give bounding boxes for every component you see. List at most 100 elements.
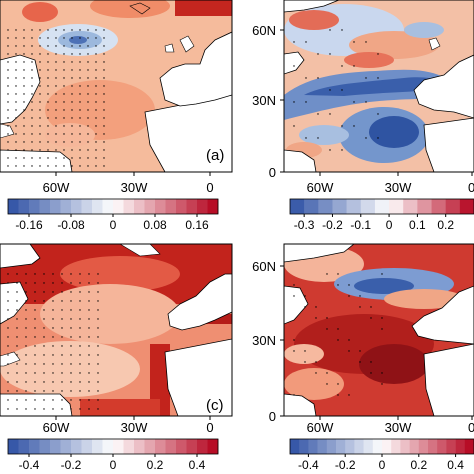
significance-dot [88,354,90,356]
significance-dot [97,273,99,275]
significance-dot [25,300,27,302]
significance-dot [7,309,9,311]
colorbar-bin [186,439,198,454]
significance-dot [31,61,33,63]
significance-dot [16,399,18,401]
colorbar-bin [92,439,103,454]
colorbar-bin [113,199,124,214]
colorbar-bin [428,439,438,454]
significance-dot [43,327,45,329]
lat-tick-label: 60N [252,259,276,274]
significance-dot [70,282,72,284]
significance-dot [43,300,45,302]
significance-dot [63,157,65,159]
significance-dot [341,125,343,127]
colorbar-bin [317,439,328,454]
colorbar-bin [290,439,300,454]
significance-dot [95,109,97,111]
significance-dot [353,65,355,67]
significance-dot [79,291,81,293]
frame-b [283,0,474,173]
significance-dot [55,157,57,159]
significance-dot [55,141,57,143]
significance-dot [88,291,90,293]
significance-dot [61,345,63,347]
significance-dot [15,133,17,135]
colorbar-tick-label: -0.2 [322,218,343,232]
significance-dot [15,101,17,103]
significance-dot [47,93,49,95]
significance-dot [16,390,18,392]
significance-dot [7,117,9,119]
significance-dot [15,37,17,39]
significance-dot [103,29,105,31]
significance-dot [329,149,331,151]
colorbar-bin [8,199,19,214]
significance-dot [348,295,350,297]
significance-dot [341,29,343,31]
significance-dot [329,53,331,55]
significance-dot [63,61,65,63]
frame-a [0,0,233,173]
significance-dot [16,300,18,302]
colorbar-tick-label: -0.3 [294,218,315,232]
significance-dot [25,381,27,383]
significance-dot [79,381,81,383]
lon-tick-label: 0 [206,180,213,195]
significance-dot [15,61,17,63]
significance-dot [31,45,33,47]
colorbar-bin [345,439,355,454]
significance-dot [25,291,27,293]
significance-dot [52,345,54,347]
significance-dot [63,37,65,39]
significance-dot [23,29,25,31]
significance-dot [43,399,45,401]
significance-dot [348,350,350,352]
lon-ticks-b: 60W 30W 0 [307,172,474,195]
significance-dot [31,117,33,119]
significance-dot [7,29,9,31]
significance-dot [7,37,9,39]
significance-dot [43,381,45,383]
lon-ticks-a: 60W 30W 0 [43,172,214,195]
significance-dot [23,109,25,111]
significance-dot [79,327,81,329]
significance-dot [25,372,27,374]
significance-dot [70,327,72,329]
significance-dot [95,141,97,143]
significance-dot [23,53,25,55]
colorbar-bin [50,439,61,454]
significance-dot [70,390,72,392]
colorbar-bin [176,439,187,454]
significance-dot [52,408,54,410]
significance-dot [43,363,45,365]
significance-dot [7,141,9,143]
significance-dot [63,93,65,95]
significance-dot [23,141,25,143]
significance-dot [97,318,99,320]
significance-dot [317,53,319,55]
significance-dot [47,101,49,103]
colorbar-bin [363,439,374,454]
significance-dot [61,327,63,329]
significance-dot [43,336,45,338]
significance-dot [87,93,89,95]
colorbar-bin [318,199,333,214]
significance-dot [293,125,295,127]
significance-dot [7,77,9,79]
significance-dot [23,93,25,95]
significance-dot [23,85,25,87]
significance-dot [103,101,105,103]
significance-dot [39,117,41,119]
significance-dot [79,363,81,365]
colorbar-bin [197,439,208,454]
significance-dot [70,318,72,320]
significance-dot [63,69,65,71]
colorbar-bin [290,199,305,214]
colorbar-tick-label: -0.08 [57,218,85,232]
field-b [284,0,474,172]
significance-dot [79,93,81,95]
significance-dot [359,361,361,363]
significance-dot [370,361,372,363]
colorbar-bin [134,439,145,454]
